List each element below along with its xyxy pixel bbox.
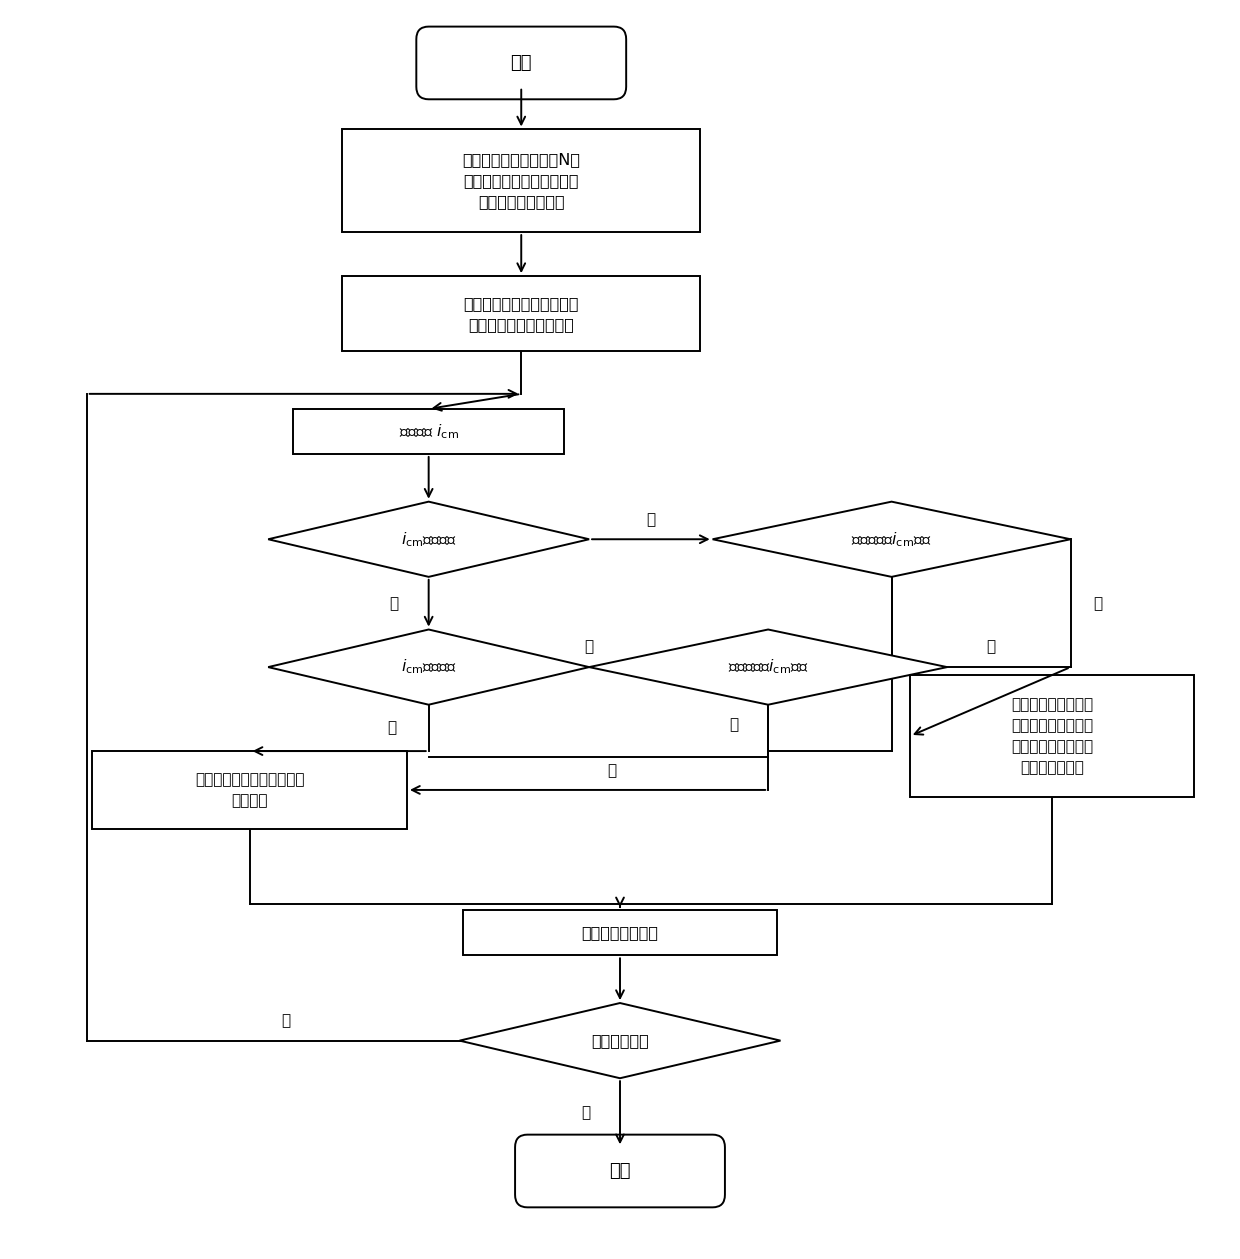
Text: 采集环流 $i_{\mathrm{cm}}$: 采集环流 $i_{\mathrm{cm}}$ [398, 422, 459, 441]
Text: 是: 是 [1094, 596, 1102, 611]
Bar [463, 910, 777, 956]
Text: 是: 是 [646, 511, 656, 526]
Polygon shape [589, 630, 947, 705]
Polygon shape [268, 630, 589, 705]
Text: 否: 否 [281, 1013, 290, 1029]
Text: 是: 是 [580, 1105, 590, 1121]
Bar [342, 276, 701, 351]
Polygon shape [460, 1003, 780, 1078]
Text: 是: 是 [986, 640, 994, 655]
Text: 下一状态使$i_{\mathrm{cm}}$减小: 下一状态使$i_{\mathrm{cm}}$减小 [728, 657, 808, 676]
FancyBboxPatch shape [417, 26, 626, 99]
Text: 否: 否 [608, 764, 616, 778]
Text: 下一状态使$i_{\mathrm{cm}}$增加: 下一状态使$i_{\mathrm{cm}}$增加 [851, 530, 932, 549]
Text: 否: 否 [389, 596, 398, 611]
Text: 开始: 开始 [511, 54, 532, 72]
Text: 环流采样完成: 环流采样完成 [591, 1034, 649, 1049]
Text: $i_{\mathrm{cm}}$小于下限: $i_{\mathrm{cm}}$小于下限 [401, 657, 456, 676]
Text: 否: 否 [729, 718, 738, 733]
Text: 否: 否 [387, 720, 397, 735]
Text: 建立模块化多电平变换器的
原始状态机型脉冲分配器: 建立模块化多电平变换器的 原始状态机型脉冲分配器 [464, 296, 579, 331]
Bar [342, 130, 701, 232]
Polygon shape [268, 501, 589, 577]
Bar [910, 675, 1194, 797]
FancyBboxPatch shape [515, 1134, 725, 1207]
Text: $i_{\mathrm{cm}}$大于上限: $i_{\mathrm{cm}}$大于上限 [401, 530, 456, 549]
Text: 分析桥臂单元模块数为N的
模块化多电平变换器的所有
不同的开关状态组合: 分析桥臂单元模块数为N的 模块化多电平变换器的所有 不同的开关状态组合 [463, 152, 580, 209]
Text: 原始状态机的下一开
关状态组合强制切换
为其同一电平下的相
邻开关组合状态: 原始状态机的下一开 关状态组合强制切换 为其同一电平下的相 邻开关组合状态 [1011, 697, 1094, 776]
Bar [293, 409, 564, 454]
Text: 是: 是 [584, 640, 594, 655]
Text: 下一状态遵循原始状态机的
既定路径: 下一状态遵循原始状态机的 既定路径 [195, 772, 304, 808]
Text: 结束: 结束 [609, 1162, 631, 1180]
Bar [92, 752, 407, 828]
Text: 调节环流限制带宽: 调节环流限制带宽 [582, 925, 658, 940]
Polygon shape [713, 501, 1070, 577]
